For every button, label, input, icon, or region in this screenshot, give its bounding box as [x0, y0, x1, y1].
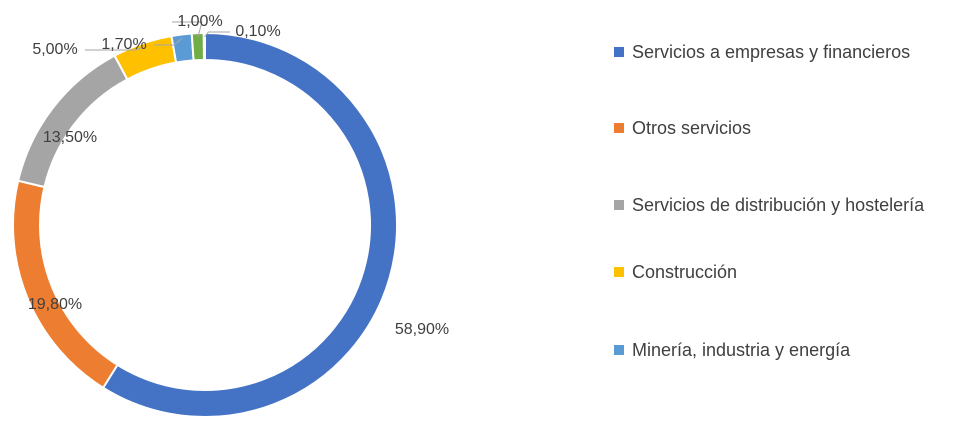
donut-segment [12, 179, 119, 390]
donut-segment [170, 32, 195, 64]
legend-swatch [614, 123, 624, 133]
data-label: 1,00% [177, 13, 222, 30]
leader-line [204, 31, 230, 38]
legend-label: Servicios de distribución y hostelería [632, 195, 925, 215]
legend-label: Minería, industria y energía [632, 340, 851, 360]
data-label: 13,50% [43, 129, 97, 146]
legend-swatch [614, 267, 624, 277]
legend-label: Construcción [632, 262, 738, 282]
legend-item: Minería, industria y energía [614, 337, 954, 363]
leader-line [154, 38, 183, 46]
legend-label: Servicios a empresas y financieros [632, 42, 911, 62]
donut-segment [16, 54, 129, 189]
legend-swatch [614, 200, 624, 210]
legend-swatch [614, 345, 624, 355]
legend-item: Otros servicios [614, 115, 954, 141]
data-label: 58,90% [395, 321, 449, 338]
leader-line [85, 46, 144, 51]
data-label: 19,80% [28, 296, 82, 313]
legend-item: Construcción [614, 259, 954, 285]
legend-label: Otros servicios [632, 118, 752, 138]
data-label: 5,00% [32, 41, 77, 58]
donut-segment [202, 31, 206, 62]
legend-item: Servicios de distribución y hostelería [614, 192, 954, 218]
legend-item: Servicios a empresas y financieros [614, 39, 954, 65]
donut-segment [101, 31, 398, 418]
legend-swatch [614, 47, 624, 57]
data-label: 0,10% [235, 23, 280, 40]
data-label: 1,70% [101, 36, 146, 53]
leader-line [172, 21, 203, 38]
